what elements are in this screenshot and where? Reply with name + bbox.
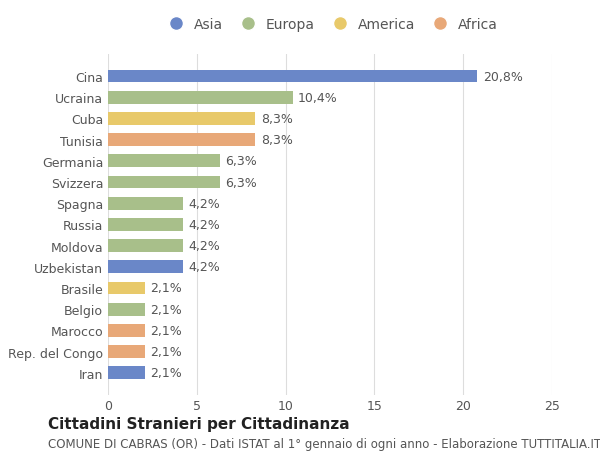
Bar — [108, 282, 145, 295]
Bar — [108, 113, 256, 125]
Bar — [108, 155, 220, 168]
Text: 4,2%: 4,2% — [188, 197, 220, 210]
Bar — [108, 261, 182, 274]
Text: 6,3%: 6,3% — [225, 176, 257, 189]
Bar — [108, 134, 256, 147]
Bar — [108, 218, 182, 231]
Legend: Asia, Europa, America, Africa: Asia, Europa, America, Africa — [162, 18, 498, 32]
Bar — [108, 92, 293, 104]
Text: 4,2%: 4,2% — [188, 261, 220, 274]
Text: 2,1%: 2,1% — [151, 345, 182, 358]
Text: COMUNE DI CABRAS (OR) - Dati ISTAT al 1° gennaio di ogni anno - Elaborazione TUT: COMUNE DI CABRAS (OR) - Dati ISTAT al 1°… — [48, 437, 600, 450]
Text: 2,1%: 2,1% — [151, 366, 182, 380]
Bar — [108, 303, 145, 316]
Text: 8,3%: 8,3% — [261, 112, 293, 126]
Bar — [108, 197, 182, 210]
Bar — [108, 325, 145, 337]
Text: 4,2%: 4,2% — [188, 240, 220, 252]
Bar — [108, 346, 145, 358]
Text: 8,3%: 8,3% — [261, 134, 293, 147]
Text: 20,8%: 20,8% — [483, 70, 523, 84]
Text: 4,2%: 4,2% — [188, 218, 220, 231]
Bar — [108, 176, 220, 189]
Text: Cittadini Stranieri per Cittadinanza: Cittadini Stranieri per Cittadinanza — [48, 416, 350, 431]
Bar — [108, 71, 478, 83]
Text: 2,1%: 2,1% — [151, 303, 182, 316]
Bar — [108, 240, 182, 252]
Text: 10,4%: 10,4% — [298, 91, 338, 105]
Text: 2,1%: 2,1% — [151, 282, 182, 295]
Text: 2,1%: 2,1% — [151, 324, 182, 337]
Text: 6,3%: 6,3% — [225, 155, 257, 168]
Bar — [108, 367, 145, 379]
